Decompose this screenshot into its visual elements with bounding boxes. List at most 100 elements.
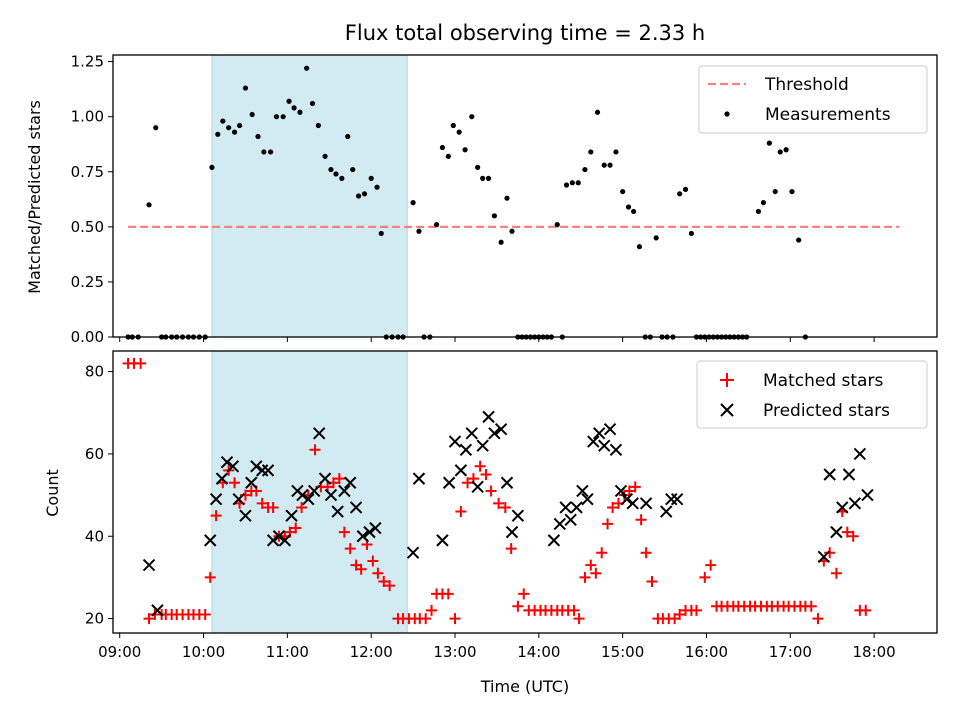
bottom-axes-frame [112, 350, 938, 634]
shaded-region-rect [211, 350, 408, 634]
predicted-star-point [266, 534, 280, 547]
measurement-point [356, 193, 362, 199]
predicted-star-point [592, 427, 606, 440]
matched-star-point [512, 600, 524, 612]
measurement-point [620, 188, 626, 195]
predicted-star-point [454, 464, 468, 477]
matched-star-point [135, 357, 147, 369]
predicted-star-point [500, 476, 514, 489]
predicted-star-point [436, 534, 449, 547]
matched-star-point [499, 501, 511, 513]
predicted-star-point [660, 505, 673, 518]
measurement-point [575, 180, 581, 186]
predicted-star-point [482, 410, 495, 424]
predicted-star-point [215, 472, 229, 485]
measurement-point [777, 149, 783, 155]
predicted-star-point [261, 464, 275, 477]
predicted-star-point [459, 443, 473, 457]
measurement-point [361, 191, 368, 197]
matched-star-point [847, 530, 859, 542]
legend-measurements-label: Measurements [765, 105, 891, 125]
measurement-point [563, 182, 570, 188]
predicted-star-point [559, 501, 572, 514]
measurement-point [480, 175, 486, 181]
measurement-point [469, 114, 475, 120]
measurement-point [607, 162, 613, 168]
predicted-star-point [476, 439, 489, 452]
x-tick-label: 13:00 [433, 643, 476, 661]
predicted-star-point [511, 509, 525, 522]
predicted-star-point [817, 550, 831, 564]
y-tick-label: 0.00 [71, 328, 104, 346]
predicted-star-point [285, 509, 298, 522]
matched-star-point [338, 526, 350, 538]
predicted-star-point [665, 492, 678, 506]
predicted-star-point [296, 488, 309, 502]
matched-star-point [426, 604, 438, 616]
legend-matched-swatch [720, 373, 734, 387]
top-shaded-region [211, 54, 408, 338]
x-tick-label: 12:00 [350, 643, 393, 661]
measurement-point [509, 228, 515, 234]
measurement-point [215, 131, 221, 137]
top-x-ticks [119, 337, 875, 342]
x-tick-label: 14:00 [517, 643, 560, 661]
predicted-star-point [245, 476, 258, 489]
predicted-star-point [670, 492, 684, 506]
predicted-star-point [848, 497, 862, 510]
measurement-point [291, 105, 297, 111]
predicted-star-point [547, 534, 561, 547]
matched-star-point [590, 567, 602, 579]
predicted-star-point [406, 546, 420, 559]
legend-threshold-label: Threshold [764, 75, 849, 95]
bottom-legend-box [696, 360, 928, 429]
matched-star-point [607, 501, 619, 513]
x-tick-label: 09:00 [98, 643, 141, 661]
bottom-legend: Matched stars Predicted stars [696, 360, 928, 429]
matched-star-point [455, 506, 467, 518]
measurement-point [554, 222, 560, 228]
measurement-point [445, 153, 451, 159]
legend-measurements-swatch [724, 111, 730, 117]
predicted-star-point [626, 497, 639, 510]
measurement-point [273, 114, 280, 120]
predicted-star-point [412, 472, 426, 485]
measurement-point [146, 202, 152, 208]
measurement-point [772, 188, 778, 195]
top-panel-title: Flux total observing time = 2.33 h [345, 21, 705, 45]
x-tick-label: 11:00 [266, 643, 309, 661]
measurement-point [439, 144, 446, 151]
predicted-star-point [581, 492, 594, 506]
predicted-star-point [272, 530, 286, 543]
predicted-star-point [620, 492, 634, 506]
matched-star-point [290, 522, 302, 534]
measurement-point [569, 180, 575, 186]
predicted-star-point [494, 423, 508, 436]
matched-star-points [122, 357, 872, 625]
measurement-point [601, 162, 607, 168]
measurement-point [755, 208, 762, 215]
predicted-star-point [609, 443, 623, 457]
matched-star-point [442, 588, 454, 600]
legend-matched-label: Matched stars [763, 371, 883, 391]
measurement-point [462, 147, 468, 153]
matched-star-point [860, 604, 872, 616]
matched-star-point [629, 481, 641, 493]
predicted-star-point [823, 468, 836, 481]
predicted-star-point [313, 427, 326, 440]
predicted-star-points [142, 410, 874, 617]
measurement-point [350, 166, 356, 173]
predicted-star-point [442, 476, 456, 489]
matched-star-point [309, 444, 321, 456]
predicted-star-point [830, 525, 843, 539]
measurement-point [309, 100, 316, 107]
predicted-star-point [142, 558, 156, 572]
predicted-star-point [853, 447, 867, 461]
matched-star-point [518, 588, 530, 600]
predicted-star-point [226, 460, 240, 473]
measurement-point [226, 125, 232, 131]
matched-star-point [372, 567, 384, 579]
matched-star-point [805, 600, 817, 612]
predicted-star-point [278, 534, 292, 547]
measurement-point [328, 166, 334, 173]
